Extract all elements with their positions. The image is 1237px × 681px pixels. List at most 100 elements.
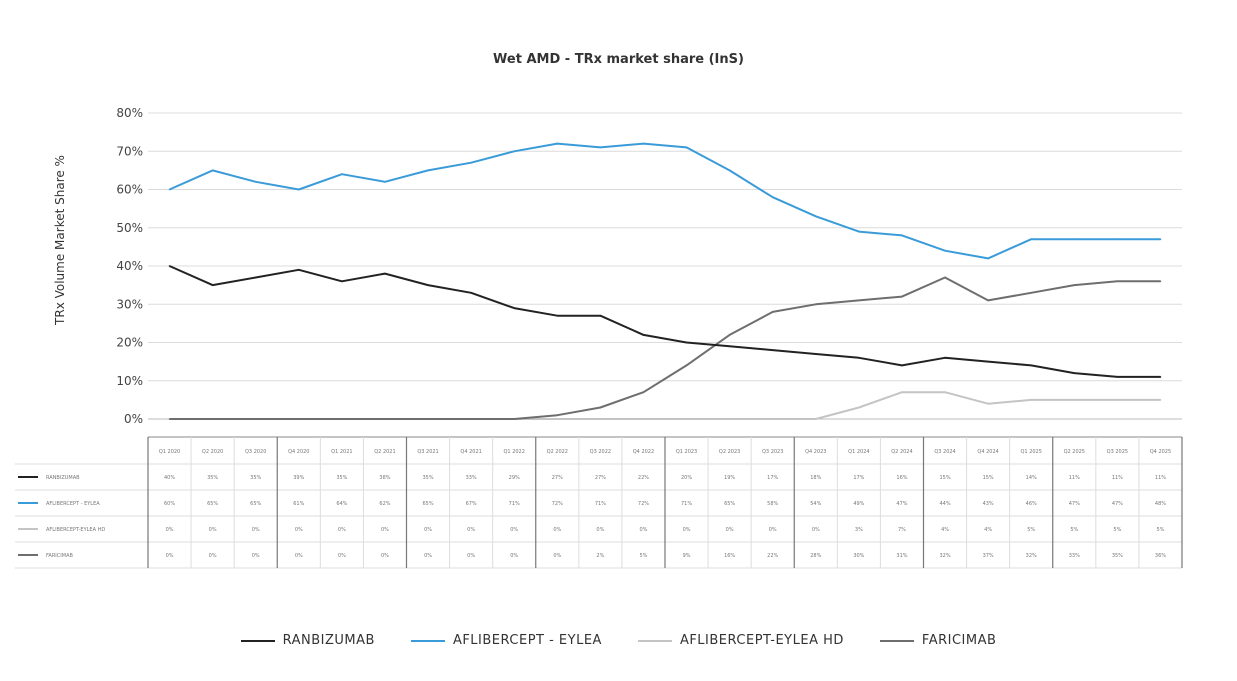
data-point <box>728 418 731 420</box>
table-header-cell: Q2 2022 <box>547 449 568 455</box>
data-point <box>513 307 516 309</box>
data-point <box>728 334 731 336</box>
table-cell: 0% <box>769 527 777 533</box>
table-row-label: AFLIBERCEPT-EYLEA HD <box>46 527 105 533</box>
table-cell: 35% <box>336 475 347 481</box>
table-header-cell: Q3 2025 <box>1107 449 1128 455</box>
table-cell: 35% <box>1112 553 1123 559</box>
table-header-cell: Q4 2020 <box>288 449 309 455</box>
data-point <box>987 402 989 405</box>
data-point <box>685 364 688 367</box>
chart-title: Wet AMD - TRx market share (InS) <box>493 52 744 67</box>
data-point <box>384 418 386 420</box>
table-cell: 9% <box>683 553 691 559</box>
data-point <box>728 169 731 172</box>
table-cell: 16% <box>896 475 907 481</box>
table-cell: 4% <box>941 527 949 533</box>
table-header-cell: Q4 2022 <box>633 449 654 455</box>
data-point <box>254 418 257 420</box>
table-cell: 4% <box>984 527 992 533</box>
table-header-cell: Q4 2025 <box>1150 449 1171 455</box>
data-point <box>427 418 429 420</box>
table-cell: 65% <box>422 501 433 507</box>
legend-item-aflibercept-eylea-hd: AFLIBERCEPT-EYLEA HD <box>637 633 844 648</box>
table-header-cell: Q1 2020 <box>159 449 180 455</box>
table-header-cell: Q1 2021 <box>331 449 352 455</box>
data-table: Q1 2020 Q2 2020 Q3 2020 Q4 2020 Q1 2021 Q2 20… <box>15 436 1183 569</box>
data-point <box>427 169 429 172</box>
data-point <box>384 181 386 183</box>
table-cell: 58% <box>767 501 778 507</box>
data-point <box>901 364 903 367</box>
data-point <box>556 414 559 416</box>
data-point <box>168 265 171 267</box>
data-point <box>211 284 214 286</box>
table-cell: 0% <box>381 527 389 533</box>
table-cell: 22% <box>638 475 649 481</box>
table-cell: 0% <box>166 553 174 559</box>
table-cell: 0% <box>252 527 260 533</box>
table-cell: 0% <box>510 527 518 533</box>
table-header-cell: Q3 2020 <box>245 449 266 455</box>
data-point <box>1030 238 1033 241</box>
table-cell: 5% <box>1027 527 1035 533</box>
table-cell: 65% <box>724 501 735 507</box>
table-cell: 22% <box>767 553 778 559</box>
table-cell: 28% <box>810 553 821 559</box>
data-point <box>642 391 645 394</box>
table-cell: 33% <box>1069 553 1080 559</box>
table-cell: 0% <box>467 553 475 559</box>
table-cell: 27% <box>552 475 563 481</box>
table-cell: 7% <box>898 527 906 533</box>
table-cell: 0% <box>553 553 561 559</box>
data-point <box>901 391 903 394</box>
table-header-cell: Q2 2024 <box>891 449 912 455</box>
table-header-cell: Q1 2023 <box>676 449 697 455</box>
data-point <box>685 418 688 420</box>
series-line-aflibercept-eylea-hd <box>169 391 1161 420</box>
data-point <box>858 406 860 409</box>
y-axis-ticks: 0% 10% 20% 30% 40% 50% 60% 70% 80% <box>116 106 143 426</box>
data-point <box>427 284 429 286</box>
table-cell: 0% <box>510 553 518 559</box>
table-cell: 35% <box>422 475 433 481</box>
legend-swatch <box>637 639 672 642</box>
data-point <box>599 146 602 149</box>
data-point <box>297 418 300 420</box>
y-tick-label: 30% <box>116 297 143 311</box>
table-cell: 3% <box>855 527 863 533</box>
table-cell: 11% <box>1069 475 1080 481</box>
table-cell: 43% <box>983 501 994 507</box>
legend-label: AFLIBERCEPT-EYLEA HD <box>679 633 844 648</box>
table-cell: 0% <box>467 527 475 533</box>
table-cell: 39% <box>293 475 304 481</box>
table-cell: 60% <box>164 501 175 507</box>
data-point <box>901 234 903 237</box>
table-header-cell: Q1 2024 <box>848 449 869 455</box>
data-point <box>470 418 472 420</box>
data-point <box>944 276 946 279</box>
table-cell: 54% <box>810 501 821 507</box>
legend: RANBIZUMAB AFLIBERCEPT - EYLEA AFLIBERCE… <box>0 633 1237 648</box>
table-cell: 47% <box>1112 501 1123 507</box>
data-point <box>341 280 343 283</box>
table-cell: 14% <box>1026 475 1037 481</box>
table-cell: 0% <box>726 527 734 533</box>
data-point <box>771 349 774 351</box>
data-point <box>1073 238 1076 241</box>
table-cell: 0% <box>596 527 604 533</box>
data-point <box>858 230 860 233</box>
table-cell: 11% <box>1155 475 1166 481</box>
y-tick-label: 0% <box>124 412 143 426</box>
table-cell: 62% <box>379 501 390 507</box>
data-point <box>1159 280 1162 283</box>
data-point <box>556 142 559 145</box>
data-point <box>211 169 214 172</box>
data-point <box>642 334 645 336</box>
table-cell: 0% <box>683 527 691 533</box>
data-point <box>987 257 989 260</box>
data-point <box>1073 284 1076 286</box>
data-point <box>1116 399 1119 401</box>
table-cell: 0% <box>166 527 174 533</box>
legend-item-faricimab: FARICIMAB <box>879 633 996 648</box>
